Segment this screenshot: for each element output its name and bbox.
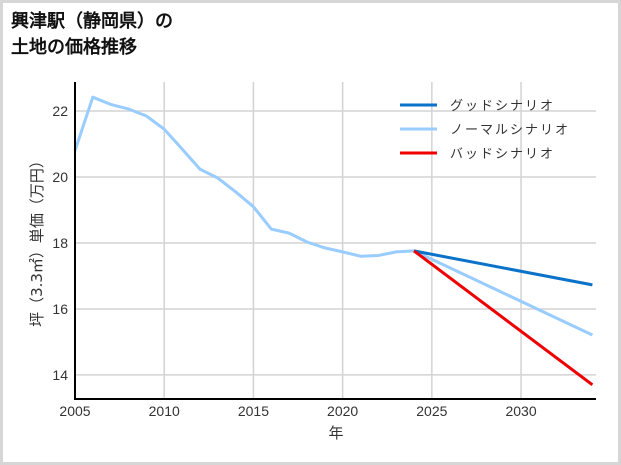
legend-label: グッドシナリオ <box>450 99 555 114</box>
x-tick-label: 2025 <box>416 403 447 419</box>
series-line <box>413 249 594 386</box>
y-tick-label: 16 <box>52 301 68 317</box>
legend-item: グッドシナリオ <box>400 99 555 114</box>
x-tick-label: 2005 <box>59 403 90 419</box>
series-line <box>413 249 593 287</box>
x-tick-label: 2015 <box>238 403 269 419</box>
chart-title-line-2: 土地の価格推移 <box>11 37 137 58</box>
legend-item: バッドシナリオ <box>400 147 555 162</box>
tick-labels: 2005 2010 2015 2020 2025 2030 14 16 18 20 22 <box>52 103 536 419</box>
axes <box>74 82 596 400</box>
legend-label: ノーマルシナリオ <box>450 123 570 138</box>
legend-label: バッドシナリオ <box>450 147 555 162</box>
chart-title-line-1: 興津駅（静岡県）の <box>11 11 173 32</box>
y-tick-label: 18 <box>52 235 68 251</box>
y-tick-label: 14 <box>52 367 68 383</box>
y-tick-label: 20 <box>52 169 68 185</box>
x-tick-label: 2020 <box>327 403 358 419</box>
x-tick-label: 2010 <box>149 403 180 419</box>
series-line <box>73 95 594 337</box>
legend-item: ノーマルシナリオ <box>400 123 570 138</box>
y-tick-label: 22 <box>52 103 68 119</box>
chart-title: 興津駅（静岡県）の 土地の価格推移 <box>11 9 173 61</box>
x-tick-label: 2030 <box>505 403 536 419</box>
data-lines <box>73 95 594 386</box>
x-axis-label: 年 <box>328 424 343 442</box>
grid-lines <box>75 82 596 399</box>
y-axis-label: 坪（3.3㎡）単価（万円） <box>28 153 46 327</box>
